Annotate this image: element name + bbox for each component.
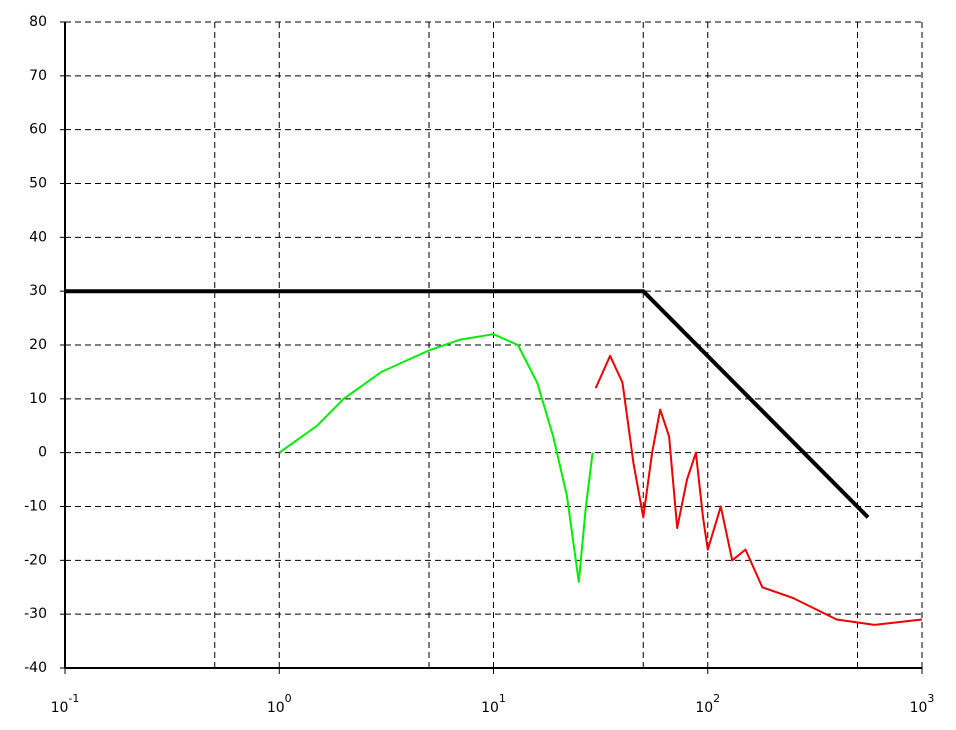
x-tick-base: 10 [481, 700, 499, 716]
y-tick-label: -20 [24, 552, 47, 568]
x-tick-exponent: 0 [285, 692, 292, 705]
y-tick-label: 60 [29, 122, 47, 138]
x-tick-exponent: -1 [68, 692, 79, 705]
y-tick-label: -30 [24, 606, 47, 622]
series-line [278, 333, 594, 583]
y-tick-label: 50 [29, 176, 47, 192]
x-tick-label: 100 [267, 692, 292, 716]
x-tick-label: 102 [695, 692, 720, 716]
y-tick-label: 40 [29, 229, 47, 245]
x-tick-label: 103 [910, 692, 935, 716]
y-tick-label: 20 [29, 337, 47, 353]
series-line [594, 354, 923, 626]
x-tick-base: 10 [910, 700, 928, 716]
y-tick-label: 30 [29, 283, 47, 299]
y-tick-label: -10 [24, 499, 47, 515]
x-tick-exponent: 3 [927, 692, 934, 705]
y-tick-label: 10 [29, 391, 47, 407]
x-tick-label: 101 [481, 692, 506, 716]
x-tick-base: 10 [51, 700, 69, 716]
y-tick-label: 70 [29, 68, 47, 84]
series-line [65, 289, 870, 519]
y-tick-label: 80 [29, 14, 47, 30]
x-tick-base: 10 [695, 700, 713, 716]
x-tick-base: 10 [267, 700, 285, 716]
y-tick-label: 0 [38, 445, 47, 461]
x-tick-exponent: 1 [499, 692, 506, 705]
x-tick-exponent: 2 [713, 692, 720, 705]
y-tick-label: -40 [24, 660, 47, 676]
x-tick-label: 10-1 [51, 692, 80, 716]
